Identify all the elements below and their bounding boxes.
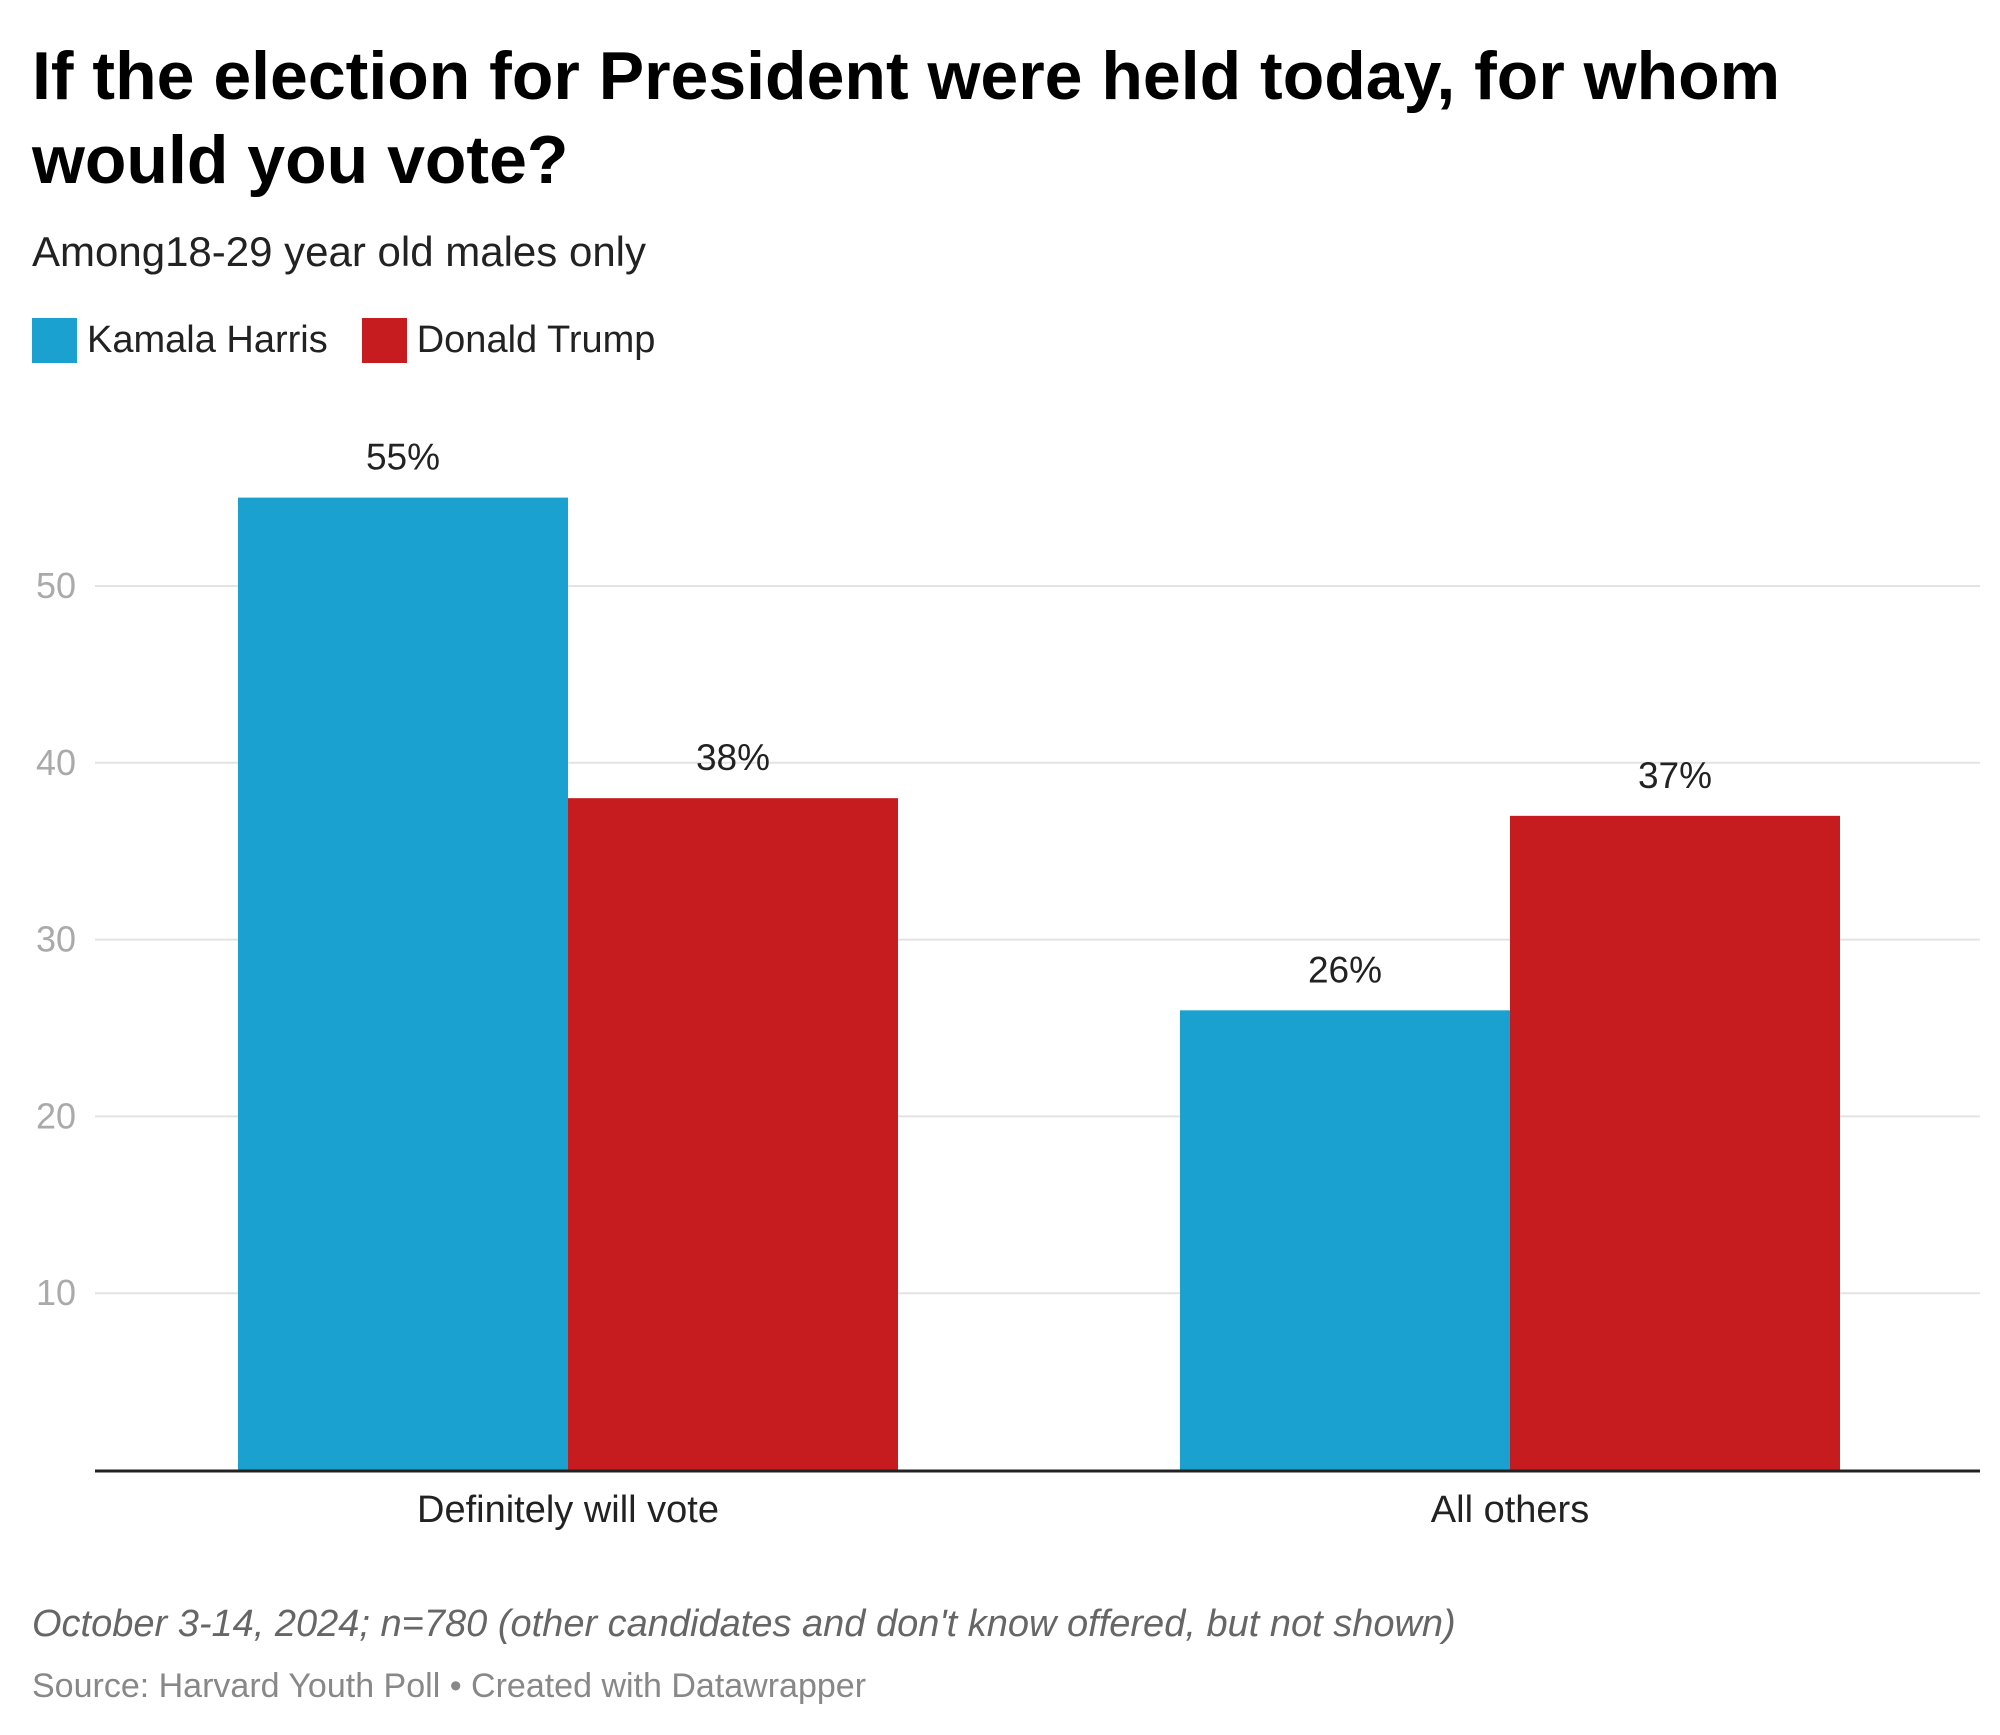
x-category-label-definitely-will-vote: Definitely will vote	[417, 1489, 719, 1531]
legend-swatch-trump	[361, 318, 407, 363]
legend-label-harris: Kamala Harris	[87, 319, 328, 361]
legend-label-trump: Donald Trump	[416, 319, 656, 361]
y-tick-label-10: 10	[36, 1272, 76, 1313]
chart-title: If the election for President were held …	[32, 38, 1781, 198]
legend-item-trump: Donald Trump	[361, 318, 656, 363]
y-tick-label-40: 40	[36, 742, 76, 783]
y-tick-label-30: 30	[36, 919, 76, 960]
value-label-harris-definitely-will-vote: 55%	[366, 437, 440, 478]
legend: Kamala Harris Donald Trump	[32, 318, 689, 363]
bar-trump-all-others	[1510, 815, 1840, 1470]
x-category-label-all-others: All others	[1431, 1489, 1589, 1531]
bar-chart: 10 20 30 40 50 55% 38% Definitely will vote 26% 3…	[36, 437, 1980, 1531]
value-label-trump-all-others: 37%	[1638, 755, 1712, 796]
bar-trump-definitely-will-vote	[568, 798, 898, 1470]
value-label-trump-definitely-will-vote: 38%	[696, 737, 770, 778]
value-label-harris-all-others: 26%	[1308, 949, 1382, 990]
footnote: October 3-14, 2024; n=780 (other candida…	[32, 1603, 1456, 1645]
bar-harris-definitely-will-vote	[238, 497, 568, 1471]
legend-swatch-harris	[32, 318, 77, 363]
y-tick-label-50: 50	[36, 565, 76, 606]
legend-item-harris: Kamala Harris	[32, 318, 328, 363]
y-tick-label-20: 20	[36, 1095, 76, 1136]
chart-subtitle: Among18-29 year old males only	[32, 228, 647, 275]
bar-harris-all-others	[1180, 1010, 1510, 1470]
source-line: Source: Harvard Youth Poll • Created wit…	[32, 1667, 867, 1705]
